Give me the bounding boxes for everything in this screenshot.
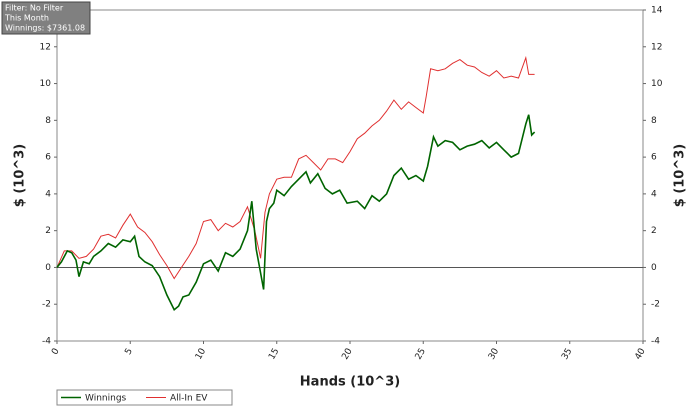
plot-area bbox=[56, 9, 644, 342]
y2-tick-label: 10 bbox=[651, 79, 663, 89]
y2-tick-label: 4 bbox=[651, 189, 657, 199]
y2-axis-label: $ (10^3) bbox=[673, 144, 688, 207]
y-tick-label: 8 bbox=[45, 116, 51, 126]
info-text: Filter: No Filter bbox=[5, 4, 64, 13]
y2-tick-label: 6 bbox=[651, 153, 657, 163]
x-tick-label: 0 bbox=[50, 347, 62, 357]
x-tick-label: 5 bbox=[123, 347, 135, 357]
y2-tick-label: 14 bbox=[651, 6, 663, 16]
y-tick-label: 6 bbox=[45, 153, 51, 163]
x-tick-label: 15 bbox=[267, 347, 281, 362]
y-tick-label: -2 bbox=[42, 300, 51, 310]
legend-box bbox=[56, 389, 233, 406]
y-tick-label: 4 bbox=[45, 189, 51, 199]
y-tick-label: 0 bbox=[45, 263, 51, 273]
y-tick-label: -4 bbox=[42, 337, 51, 347]
series-line bbox=[56, 55, 535, 280]
x-tick-label: 40 bbox=[633, 347, 648, 362]
y2-tick-label: 8 bbox=[651, 116, 657, 126]
y2-tick-label: 0 bbox=[651, 263, 657, 273]
y2-tick-label: -4 bbox=[651, 337, 660, 347]
series-line bbox=[56, 114, 536, 311]
x-tick-label: 25 bbox=[414, 347, 428, 362]
y-tick-label: 2 bbox=[45, 226, 51, 236]
legend: Winnings All-In EV bbox=[56, 389, 233, 406]
x-tick-label: 10 bbox=[194, 347, 209, 362]
info-text: Winnings: $7361.08 bbox=[5, 24, 85, 33]
y2-tick-label: 2 bbox=[651, 226, 657, 236]
y2-tick-label: 12 bbox=[651, 42, 662, 52]
x-axis-label: Hands (10^3) bbox=[300, 375, 400, 390]
info-box-bg bbox=[1, 1, 91, 35]
info-text: This Month bbox=[4, 14, 49, 23]
y-tick-label: 10 bbox=[40, 79, 52, 89]
legend-label: Winnings bbox=[85, 394, 127, 404]
x-tick-label: 35 bbox=[560, 347, 574, 362]
x-tick-label: 20 bbox=[340, 347, 355, 362]
y2-tick-label: -2 bbox=[651, 300, 660, 310]
legend-label: All-In EV bbox=[170, 394, 208, 404]
x-tick-label: 30 bbox=[487, 347, 502, 362]
y-axis-label: $ (10^3) bbox=[13, 144, 28, 207]
y-tick-label: 12 bbox=[40, 42, 51, 52]
